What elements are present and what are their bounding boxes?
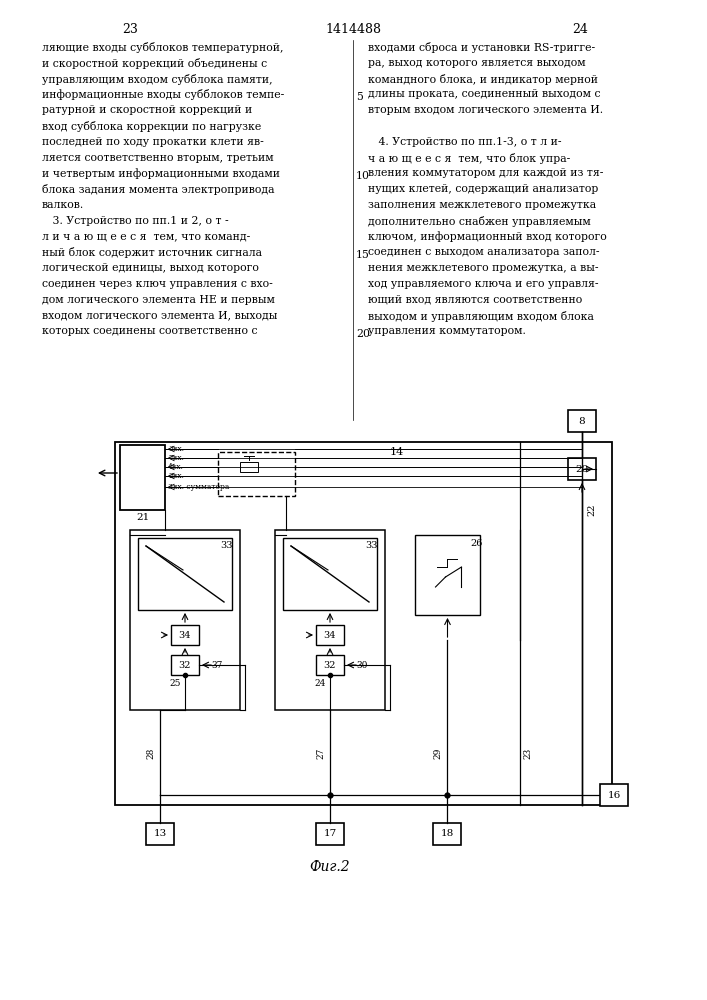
Text: 8: 8	[579, 416, 585, 426]
Text: ляющие входы субблоков температурной,: ляющие входы субблоков температурной,	[42, 42, 284, 53]
Text: 28: 28	[146, 747, 155, 759]
Text: ра, выход которого является выходом: ра, выход которого является выходом	[368, 58, 585, 68]
Text: 33: 33	[220, 542, 233, 550]
Text: 23: 23	[523, 747, 532, 759]
Bar	[146, 823, 174, 845]
Text: блока задания момента электропривода: блока задания момента электропривода	[42, 184, 274, 195]
Text: 15: 15	[356, 250, 370, 260]
Text: 21: 21	[136, 514, 149, 522]
Bar	[240, 462, 258, 472]
Text: 4вх.: 4вх.	[168, 463, 184, 471]
Text: 17: 17	[323, 830, 337, 838]
Text: ключом, информационный вход которого: ключом, информационный вход которого	[368, 232, 607, 242]
Text: 14: 14	[390, 447, 404, 457]
Text: ный блок содержит источник сигнала: ный блок содержит источник сигнала	[42, 247, 262, 258]
Bar	[283, 538, 377, 610]
Text: входом логического элемента И, выходы: входом логического элемента И, выходы	[42, 311, 277, 321]
Text: нущих клетей, содержащий анализатор: нущих клетей, содержащий анализатор	[368, 184, 598, 194]
Text: командного блока, и индикатор мерной: командного блока, и индикатор мерной	[368, 74, 598, 85]
Text: 20: 20	[575, 464, 589, 474]
Text: ляется соответственно вторым, третьим: ляется соответственно вторым, третьим	[42, 153, 274, 163]
Text: управления коммутатором.: управления коммутатором.	[368, 326, 526, 336]
Text: 34: 34	[324, 631, 337, 640]
Bar	[415, 535, 480, 615]
Bar	[316, 625, 344, 645]
Text: 24: 24	[572, 23, 588, 36]
Text: 30: 30	[356, 660, 368, 670]
Bar	[433, 823, 462, 845]
Text: входами сброса и установки RS-тригге-: входами сброса и установки RS-тригге-	[368, 42, 595, 53]
Text: управляющим входом субблока памяти,: управляющим входом субблока памяти,	[42, 74, 273, 85]
Text: 3. Устройство по пп.1 и 2, о т -: 3. Устройство по пп.1 и 2, о т -	[42, 216, 228, 226]
Text: дом логического элемента НЕ и первым: дом логического элемента НЕ и первым	[42, 295, 275, 305]
Text: 29: 29	[433, 747, 443, 759]
Text: ч а ю щ е е с я  тем, что блок упра-: ч а ю щ е е с я тем, что блок упра-	[368, 153, 571, 164]
Text: 37: 37	[211, 660, 223, 670]
Text: длины проката, соединенный выходом с: длины проката, соединенный выходом с	[368, 89, 600, 99]
Text: информационные входы субблоков темпе-: информационные входы субблоков темпе-	[42, 89, 284, 100]
Bar	[130, 530, 240, 710]
Bar	[171, 625, 199, 645]
Text: нения межклетевого промежутка, а вы-: нения межклетевого промежутка, а вы-	[368, 263, 599, 273]
Bar	[138, 538, 232, 610]
Text: ход управляемого ключа и его управля-: ход управляемого ключа и его управля-	[368, 279, 599, 289]
Text: 2вх.: 2вх.	[168, 472, 184, 480]
Text: дополнительно снабжен управляемым: дополнительно снабжен управляемым	[368, 216, 591, 227]
Text: 22: 22	[587, 504, 596, 516]
Text: которых соединены соответственно с: которых соединены соответственно с	[42, 326, 257, 336]
Bar	[316, 823, 344, 845]
Text: заполнения межклетевого промежутка: заполнения межклетевого промежутка	[368, 200, 596, 210]
Bar	[568, 458, 596, 480]
Text: вления коммутатором для каждой из тя-: вления коммутатором для каждой из тя-	[368, 168, 603, 178]
Bar	[115, 442, 612, 805]
Text: 33: 33	[365, 542, 378, 550]
Text: 5: 5	[356, 92, 363, 102]
Text: 24: 24	[315, 678, 326, 688]
Text: 10: 10	[356, 171, 370, 181]
Text: Фиг.2: Фиг.2	[310, 860, 350, 874]
Bar	[218, 452, 295, 496]
Bar	[275, 530, 385, 710]
Bar	[568, 410, 596, 432]
Bar	[120, 445, 165, 510]
Text: ющий вход являются соответственно: ющий вход являются соответственно	[368, 295, 583, 305]
Text: соединен через ключ управления с вхо-: соединен через ключ управления с вхо-	[42, 279, 273, 289]
Text: л и ч а ю щ е е с я  тем, что команд-: л и ч а ю щ е е с я тем, что команд-	[42, 232, 250, 242]
Text: 34: 34	[179, 631, 192, 640]
Bar	[600, 784, 628, 806]
Text: 18: 18	[441, 830, 454, 838]
Text: 26: 26	[470, 538, 482, 548]
Text: 1414488: 1414488	[325, 23, 381, 36]
Text: логической единицы, выход которого: логической единицы, выход которого	[42, 263, 259, 273]
Text: соединен с выходом анализатора запол-: соединен с выходом анализатора запол-	[368, 247, 600, 257]
Text: последней по ходу прокатки клети яв-: последней по ходу прокатки клети яв-	[42, 137, 264, 147]
Text: ратурной и скоростной коррекций и: ратурной и скоростной коррекций и	[42, 105, 252, 115]
Text: 13: 13	[153, 830, 167, 838]
Text: 7вх.: 7вх.	[168, 454, 184, 462]
Text: и четвертым информационными входами: и четвертым информационными входами	[42, 168, 280, 179]
Text: 25: 25	[170, 678, 181, 688]
Bar	[171, 655, 199, 675]
Text: валков.: валков.	[42, 200, 84, 210]
Text: 4. Устройство по пп.1-3, о т л и-: 4. Устройство по пп.1-3, о т л и-	[368, 137, 561, 147]
Text: вторым входом логического элемента И.: вторым входом логического элемента И.	[368, 105, 603, 115]
Text: 20: 20	[356, 329, 370, 339]
Bar	[316, 655, 344, 675]
Text: и скоростной коррекций объединены с: и скоростной коррекций объединены с	[42, 58, 267, 69]
Text: вход субблока коррекции по нагрузке: вход субблока коррекции по нагрузке	[42, 121, 262, 132]
Text: 32: 32	[179, 660, 192, 670]
Text: 32: 32	[324, 660, 337, 670]
Text: 23: 23	[122, 23, 138, 36]
Text: 16: 16	[607, 790, 621, 800]
Text: 27: 27	[316, 747, 325, 759]
Text: 3вх.: 3вх.	[168, 445, 184, 453]
Text: 3вх. сумматора: 3вх. сумматора	[168, 483, 229, 491]
Text: выходом и управляющим входом блока: выходом и управляющим входом блока	[368, 311, 594, 322]
